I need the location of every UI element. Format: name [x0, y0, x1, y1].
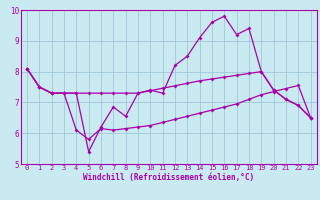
X-axis label: Windchill (Refroidissement éolien,°C): Windchill (Refroidissement éolien,°C) [83, 173, 254, 182]
